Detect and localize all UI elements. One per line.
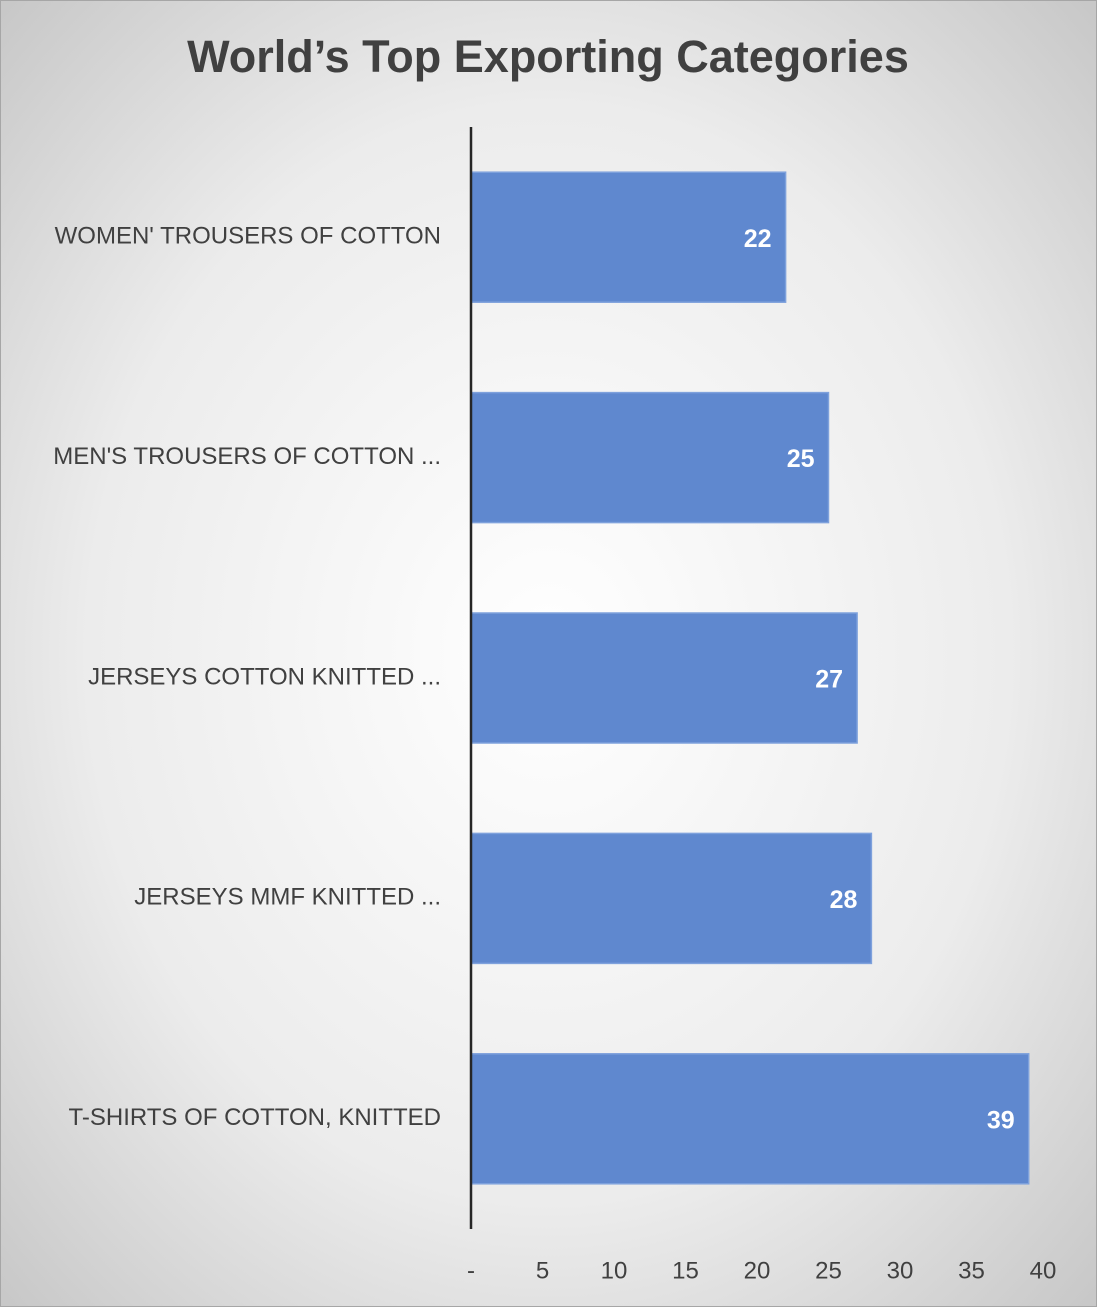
x-tick-label: 35	[958, 1257, 985, 1284]
y-tick-label: WOMEN' TROUSERS OF COTTON	[55, 223, 441, 250]
x-tick-label: -	[467, 1257, 475, 1284]
y-tick-label: JERSEYS MMF KNITTED ...	[134, 884, 441, 911]
y-tick-label: MEN'S TROUSERS OF COTTON ...	[53, 443, 441, 470]
value-label: 25	[787, 445, 815, 473]
bar	[470, 612, 858, 744]
x-tick-label: 15	[672, 1257, 699, 1284]
y-tick-label: T-SHIRTS OF COTTON, KNITTED	[69, 1104, 441, 1131]
value-label: 28	[830, 886, 858, 914]
x-tick-label: 20	[744, 1257, 771, 1284]
value-label: 22	[744, 225, 772, 253]
chart-title: World’s Top Exporting Categories	[187, 31, 909, 82]
bar	[470, 391, 830, 524]
x-tick-label: 30	[887, 1257, 914, 1284]
x-tick-label: 25	[815, 1257, 842, 1284]
y-tick-label: JERSEYS COTTON KNITTED ...	[88, 663, 441, 690]
value-label: 27	[815, 666, 843, 694]
x-tick-label: 5	[536, 1257, 549, 1284]
x-tick-label: 10	[601, 1257, 628, 1284]
bar	[470, 171, 787, 303]
bar	[470, 832, 873, 965]
value-label: 39	[987, 1106, 1015, 1134]
x-tick-label: 40	[1030, 1257, 1057, 1284]
bar	[470, 1053, 1030, 1185]
